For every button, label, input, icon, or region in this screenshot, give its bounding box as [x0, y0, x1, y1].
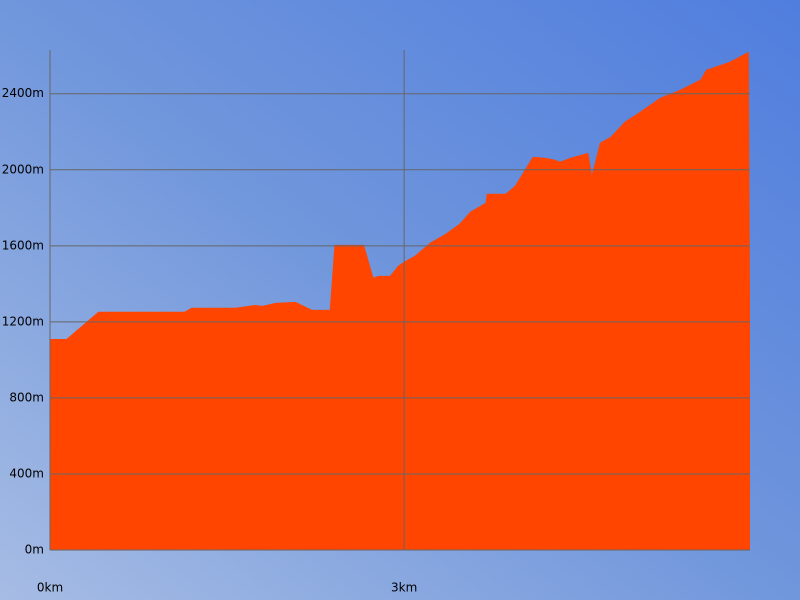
y-tick-label: 1200m [2, 314, 44, 328]
x-tick-label: 3km [391, 581, 417, 595]
y-tick-label: 1600m [2, 238, 44, 252]
y-tick-label: 400m [9, 466, 44, 480]
x-tick-label: 0km [37, 581, 63, 595]
y-tick-label: 800m [9, 390, 44, 404]
y-tick-label: 0m [25, 543, 44, 557]
y-tick-label: 2000m [2, 162, 44, 176]
y-tick-label: 2400m [2, 86, 44, 100]
elevation-area [50, 51, 750, 550]
